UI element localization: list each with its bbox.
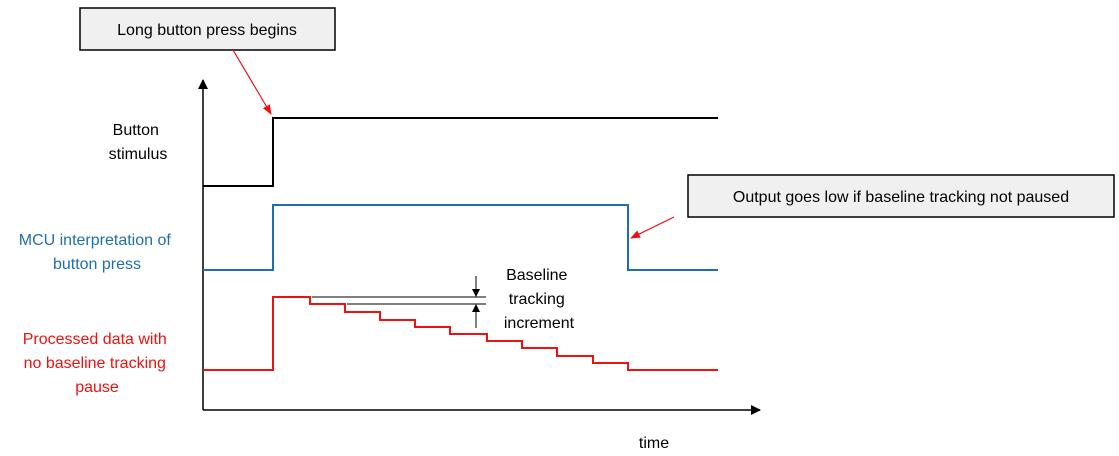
press-begins-callout-arrow (232, 49, 272, 115)
press-begins-callout-text: Long button press begins (117, 22, 297, 39)
mcu-interpretation-label: MCU interpretation of button press (19, 232, 176, 273)
output-low-callout-box (687, 174, 1115, 218)
button-stimulus-label: Button stimulus (109, 122, 168, 163)
button-stimulus-waveform (203, 117, 718, 187)
output-low-callout-arrow (630, 216, 675, 239)
output-low-callout-text: Output goes low if baseline tracking not… (733, 189, 1069, 206)
processed-data-label: Processed data with no baseline tracking… (23, 331, 172, 396)
press-begins-callout-box (79, 7, 336, 51)
time-axis-label: time (639, 435, 669, 452)
mcu-interpretation-waveform (203, 204, 718, 271)
baseline-increment-label: Baseline tracking increment (504, 267, 575, 332)
processed-data-waveform (203, 296, 718, 371)
